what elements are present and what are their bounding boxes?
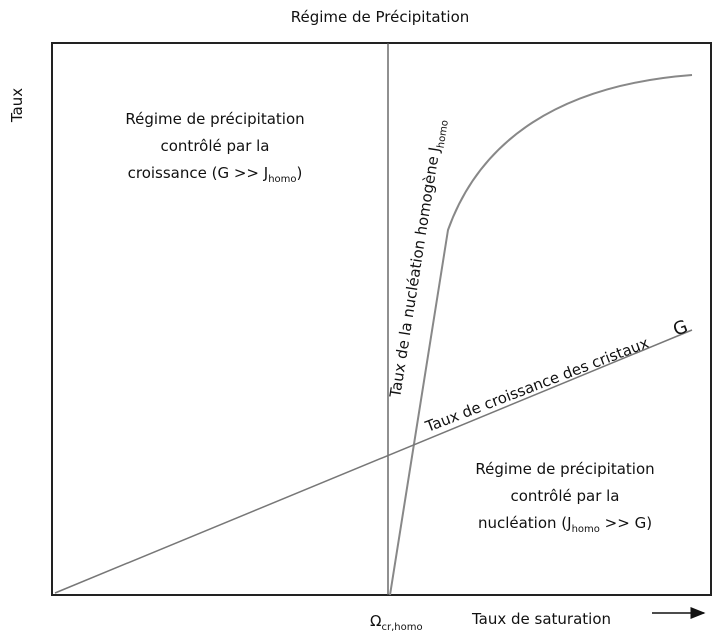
- text-part: Ω: [370, 612, 381, 630]
- text-part: Taux de la nucléation homogène J: [386, 146, 444, 400]
- region-text: Régime de précipitation: [125, 110, 304, 128]
- text-part: croissance (G >> J: [128, 164, 269, 182]
- region-text: contrôlé par la: [511, 487, 620, 505]
- nucleation-label: Taux de la nucléation homogène Jhomo: [386, 118, 451, 400]
- text-part: nucléation (J: [478, 514, 572, 532]
- region-text: croissance (G >> Jhomo): [128, 164, 303, 185]
- y-axis-label: Taux: [8, 88, 26, 123]
- growth-label: Taux de croissance des cristaux: [422, 334, 651, 436]
- region-text: Régime de précipitation: [475, 460, 654, 478]
- x-axis-label: Taux de saturation: [471, 610, 611, 628]
- text-part: ): [297, 164, 303, 182]
- subscript: homo: [572, 524, 600, 535]
- x-marker: Ωcr,homo: [370, 612, 423, 633]
- growth-line: [54, 329, 693, 594]
- plot-frame: [51, 42, 712, 596]
- subscript: homo: [436, 119, 451, 149]
- subscript: cr,homo: [381, 622, 422, 633]
- title: Régime de Précipitation: [291, 8, 470, 26]
- region-text: nucléation (Jhomo >> G): [478, 514, 652, 535]
- subscript: homo: [268, 174, 296, 185]
- text-part: >> G): [600, 514, 652, 532]
- nucleation-curve: [389, 74, 693, 596]
- region-nucleation: Régime de précipitation contrôlé par la …: [475, 460, 654, 535]
- region-growth: Régime de précipitation contrôlé par la …: [125, 110, 304, 185]
- region-text: contrôlé par la: [161, 137, 270, 155]
